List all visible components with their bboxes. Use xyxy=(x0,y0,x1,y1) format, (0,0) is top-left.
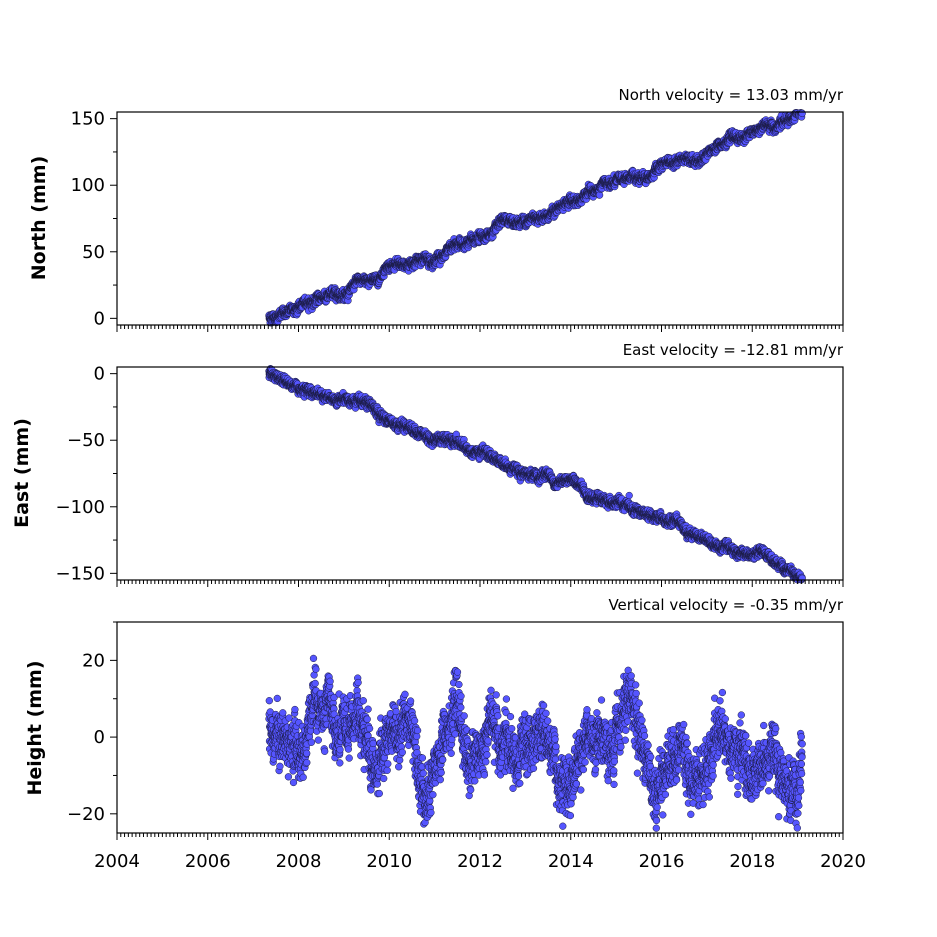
north-ytick-label: 0 xyxy=(94,308,105,329)
north-panel: North velocity = 13.03 mm/yr North (mm) … xyxy=(28,86,844,332)
east-panel: East velocity = -12.81 mm/yr East (mm) 0… xyxy=(11,341,844,587)
north-data-point xyxy=(798,109,806,118)
north-series xyxy=(265,109,806,327)
north-ytick-label: 100 xyxy=(71,175,105,196)
north-ytick-label: 50 xyxy=(82,242,105,263)
north-axis-label: North (mm) xyxy=(28,156,50,281)
east-velocity-title: East velocity = -12.81 mm/yr xyxy=(623,341,844,359)
east-series xyxy=(265,365,806,584)
north-ytick-label: 150 xyxy=(71,109,105,130)
north-velocity-title: North velocity = 13.03 mm/yr xyxy=(619,86,844,104)
east-axis-label: East (mm) xyxy=(11,418,33,528)
